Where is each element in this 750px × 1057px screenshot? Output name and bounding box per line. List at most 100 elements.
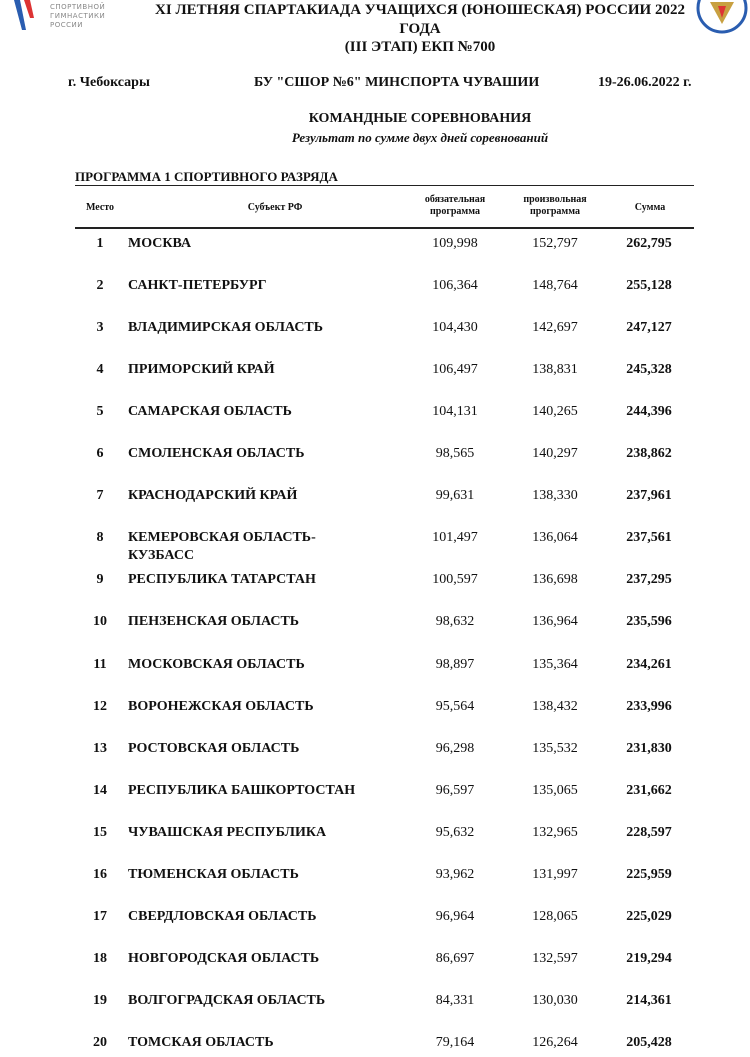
compulsory-score: 79,164 — [435, 1034, 475, 1050]
place: 1 — [96, 236, 104, 251]
total-score: 247,127 — [626, 320, 672, 336]
place: 11 — [93, 656, 107, 672]
rule — [75, 227, 694, 229]
region: ВЛАДИМИРСКАЯ ОБЛАСТЬ — [128, 320, 324, 336]
total-score: 219,294 — [626, 950, 672, 966]
compulsory-score: 95,564 — [435, 698, 475, 714]
total-score: 225,959 — [626, 866, 672, 882]
compulsory-score: 100,597 — [432, 572, 478, 588]
logo-icon — [14, 0, 34, 30]
region: ТЮМЕНСКАЯ ОБЛАСТЬ — [128, 866, 299, 882]
column-header: Сумма — [634, 202, 666, 213]
total-score: 234,261 — [626, 656, 672, 672]
logo-line: РОССИИ — [50, 21, 83, 29]
region: ПЕНЗЕНСКАЯ ОБЛАСТЬ — [128, 614, 300, 630]
compulsory-score: 98,565 — [435, 446, 475, 462]
compulsory-score: 109,998 — [432, 236, 478, 251]
compulsory-score: 104,131 — [432, 404, 478, 420]
compulsory-score: 84,331 — [435, 992, 475, 1008]
total-score: 205,428 — [626, 1034, 672, 1050]
compulsory-score: 101,497 — [432, 530, 478, 546]
title-line: ГОДА — [399, 21, 441, 37]
region: РЕСПУБЛИКА БАШКОРТОСТАН — [128, 782, 356, 798]
compulsory-score: 104,430 — [432, 320, 478, 336]
place: 7 — [96, 488, 104, 504]
total-score: 233,996 — [626, 698, 672, 714]
region: КЕМЕРОВСКАЯ ОБЛАСТЬ-КУЗБАСС — [128, 530, 316, 564]
free-score: 136,064 — [532, 530, 578, 546]
region: ПРИМОРСКИЙ КРАЙ — [128, 362, 275, 378]
compulsory-score: 86,697 — [435, 950, 475, 966]
region: РОСТОВСКАЯ ОБЛАСТЬ — [128, 740, 300, 756]
place: 18 — [93, 950, 107, 966]
compulsory-score: 99,631 — [435, 488, 475, 504]
compulsory-score: 95,632 — [435, 824, 475, 840]
column-header: произвольная программа — [523, 194, 587, 217]
free-score: 135,364 — [532, 656, 578, 672]
section-title: КОМАНДНЫЕ СОРЕВНОВАНИЯ — [308, 111, 532, 126]
place: 14 — [93, 782, 107, 798]
compulsory-score: 98,632 — [435, 614, 475, 630]
program-title: ПРОГРАММА 1 СПОРТИВНОГО РАЗРЯДА — [75, 169, 338, 184]
region: САНКТ-ПЕТЕРБУРГ — [128, 278, 267, 294]
free-score: 152,797 — [532, 236, 578, 251]
place: 9 — [96, 572, 104, 588]
total-score: 262,795 — [626, 236, 672, 251]
title-line: (III ЭТАП) ЕКП №700 — [344, 39, 496, 55]
compulsory-score: 106,364 — [432, 278, 478, 294]
total-score: 225,029 — [626, 908, 672, 924]
total-score: 237,961 — [626, 488, 672, 504]
place: 15 — [93, 824, 107, 840]
free-score: 148,764 — [532, 278, 578, 294]
total-score: 237,295 — [626, 572, 672, 588]
region: МОСКОВСКАЯ ОБЛАСТЬ — [128, 656, 305, 672]
place: 17 — [93, 908, 107, 924]
city: г. Чебоксары — [68, 75, 150, 90]
region: СВЕРДЛОВСКАЯ ОБЛАСТЬ — [128, 908, 317, 924]
free-score: 132,597 — [532, 950, 578, 966]
region: ВОРОНЕЖСКАЯ ОБЛАСТЬ — [128, 698, 314, 714]
compulsory-score: 96,964 — [435, 908, 475, 924]
logo-line: СПОРТИВНОЙ — [50, 3, 106, 11]
place: 12 — [93, 698, 107, 714]
free-score: 128,065 — [532, 908, 578, 924]
place: 5 — [96, 404, 104, 420]
place: 3 — [96, 320, 104, 336]
total-score: 231,830 — [626, 740, 672, 756]
place: 2 — [96, 278, 104, 294]
free-score: 136,698 — [532, 572, 578, 588]
place: 4 — [96, 362, 104, 378]
total-score: 228,597 — [626, 824, 672, 840]
region: НОВГОРОДСКАЯ ОБЛАСТЬ — [128, 950, 320, 966]
compulsory-score: 93,962 — [435, 866, 475, 882]
free-score: 142,697 — [532, 320, 578, 336]
free-score: 135,532 — [532, 740, 578, 756]
free-score: 132,965 — [532, 824, 578, 840]
dates: 19-26.06.2022 г. — [598, 75, 692, 90]
region: ЧУВАШСКАЯ РЕСПУБЛИКА — [128, 824, 327, 840]
compulsory-score: 96,298 — [435, 740, 475, 756]
place: 16 — [93, 866, 107, 882]
section-subtitle: Результат по сумме двух дней соревновани… — [291, 130, 549, 145]
place: 19 — [93, 992, 107, 1008]
free-score: 138,330 — [532, 488, 578, 504]
place: 20 — [93, 1034, 107, 1050]
total-score: 235,596 — [626, 614, 672, 630]
venue: БУ "СШОР №6" МИНСПОРТА ЧУВАШИИ — [254, 75, 540, 90]
free-score: 140,265 — [532, 404, 578, 420]
logo-text: СПОРТИВНОЙ ГИМНАСТИКИ РОССИИ — [50, 3, 105, 30]
compulsory-score: 106,497 — [432, 362, 478, 378]
free-score: 136,964 — [532, 614, 578, 630]
region: САМАРСКАЯ ОБЛАСТЬ — [128, 404, 292, 420]
total-score: 255,128 — [626, 278, 672, 294]
emblem — [696, 0, 748, 34]
rule — [75, 185, 694, 186]
total-score: 237,561 — [626, 530, 672, 546]
column-header: обязательная программа — [424, 194, 486, 217]
region: ТОМСКАЯ ОБЛАСТЬ — [128, 1034, 274, 1050]
free-score: 131,997 — [532, 866, 578, 882]
free-score: 126,264 — [532, 1034, 578, 1050]
free-score: 130,030 — [532, 992, 578, 1008]
compulsory-score: 98,897 — [435, 656, 475, 672]
logo-line: ГИМНАСТИКИ — [50, 12, 106, 20]
